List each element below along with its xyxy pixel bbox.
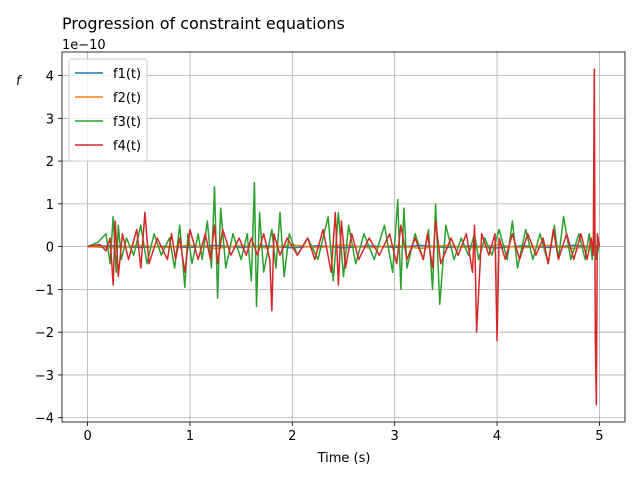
chart-title: Progression of constraint equations: [62, 14, 345, 33]
legend-label-f2: f2(t): [113, 91, 141, 106]
legend: f1(t) f2(t) f3(t) f4(t): [68, 58, 148, 162]
x-axis: 0 1 2 3 4 5: [83, 422, 604, 444]
y-tick-label: 2: [46, 155, 54, 170]
legend-box: [68, 58, 148, 162]
legend-label-f4: f4(t): [113, 139, 141, 154]
legend-label-f1: f1(t): [113, 67, 141, 82]
x-tick-label: 3: [391, 429, 399, 444]
x-tick-label: 5: [595, 429, 603, 444]
y-tick-label: −1: [35, 283, 54, 298]
y-tick-label: 4: [46, 70, 54, 85]
axes-frame: [61, 51, 626, 423]
y-tick-label: −4: [35, 412, 54, 427]
legend-label-f3: f3(t): [113, 115, 141, 130]
y-tick-label: 0: [46, 241, 54, 256]
y-tick-label: −3: [35, 369, 54, 384]
y-tick-label: 1: [46, 198, 54, 213]
series-layer: [87, 68, 601, 406]
series-line-f3: [87, 181, 601, 308]
y-tick-label: 3: [46, 112, 54, 127]
y-axis: −4 −3 −2 −1 0 1 2 3 4: [35, 70, 62, 427]
x-tick-label: 0: [83, 429, 91, 444]
x-tick-label: 2: [288, 429, 296, 444]
y-tick-label: −2: [35, 326, 54, 341]
x-tick-label: 4: [493, 429, 501, 444]
x-tick-label: 1: [186, 429, 194, 444]
y-offset-label: 1e−10: [62, 38, 106, 53]
y-axis-label: f: [16, 74, 23, 89]
x-axis-label: Time (s): [317, 451, 371, 466]
series-line-f4: [87, 68, 601, 406]
